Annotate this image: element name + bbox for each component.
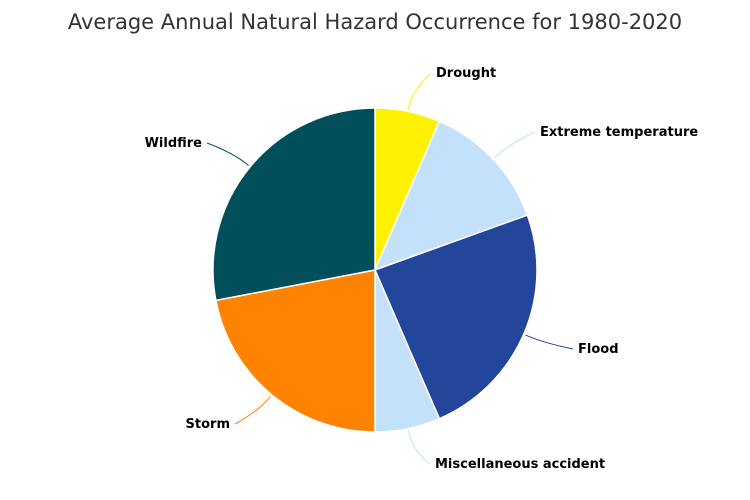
label-drought: Drought (436, 66, 496, 81)
label-flood: Flood (578, 342, 619, 357)
connector-drought (407, 72, 432, 110)
label-storm: Storm (186, 417, 230, 432)
connector-flood (525, 334, 574, 350)
connector-storm (234, 396, 271, 425)
slice-wildfire[interactable] (212, 107, 376, 302)
slice-storm[interactable] (214, 269, 376, 433)
slice-extreme-temperature[interactable] (373, 120, 529, 272)
connector-miscellaneous-accident (407, 430, 431, 465)
chart-title: Average Annual Natural Hazard Occurrence… (68, 10, 682, 34)
label-extreme-temperature: Extreme temperature (540, 125, 698, 140)
label-miscellaneous-accident: Miscellaneous accident (435, 457, 605, 472)
pie-labels: Drought Extreme temperature Flood Miscellan… (145, 66, 699, 472)
label-wildfire: Wildfire (145, 136, 203, 151)
slice-flood[interactable] (373, 214, 538, 420)
connector-wildfire (206, 142, 249, 166)
pie-slices (212, 107, 538, 433)
connector-extreme-temperature (494, 131, 536, 159)
